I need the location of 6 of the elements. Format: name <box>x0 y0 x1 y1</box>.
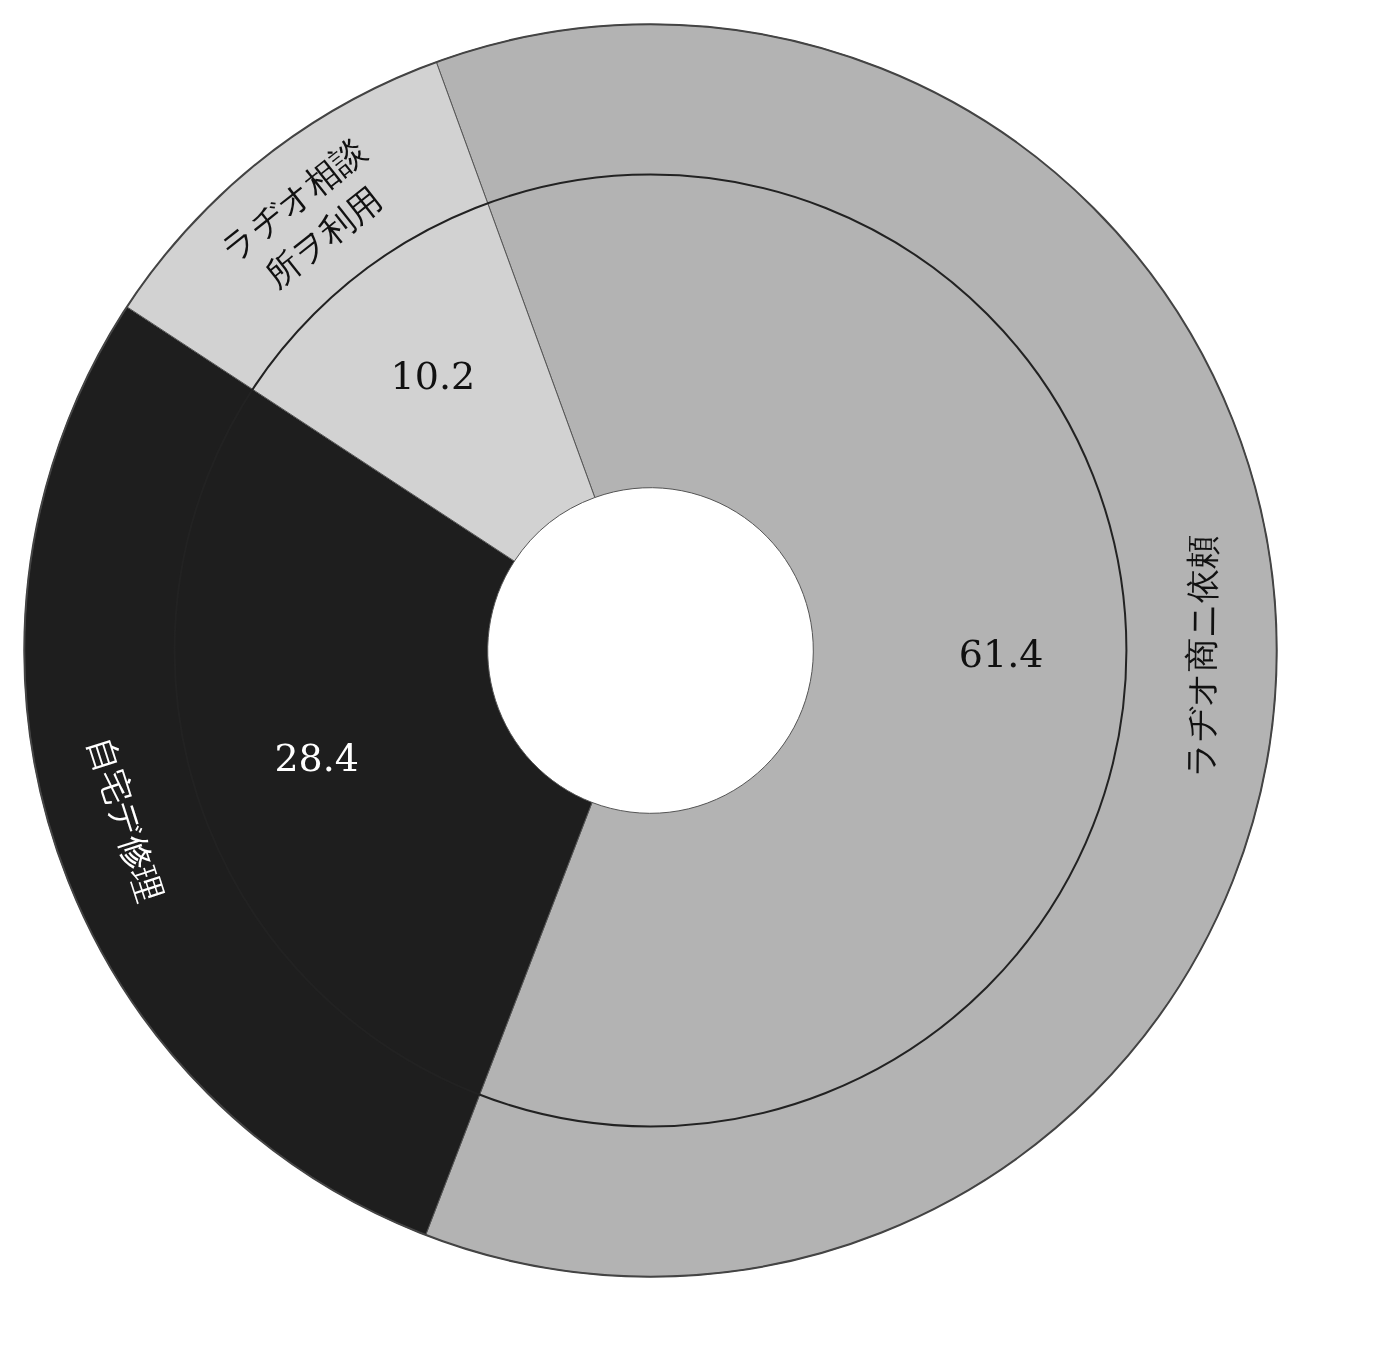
data-label: 28.4 <box>274 736 359 781</box>
slice-label: ラヂオ相談所ヲ利用 <box>213 130 390 296</box>
data-label: 61.4 <box>958 632 1044 677</box>
data-label: 10.2 <box>390 354 476 399</box>
slice-label: ラヂオ商ニ依頼 <box>1180 534 1223 777</box>
slice-label: 自宅デ修理 <box>80 731 172 907</box>
